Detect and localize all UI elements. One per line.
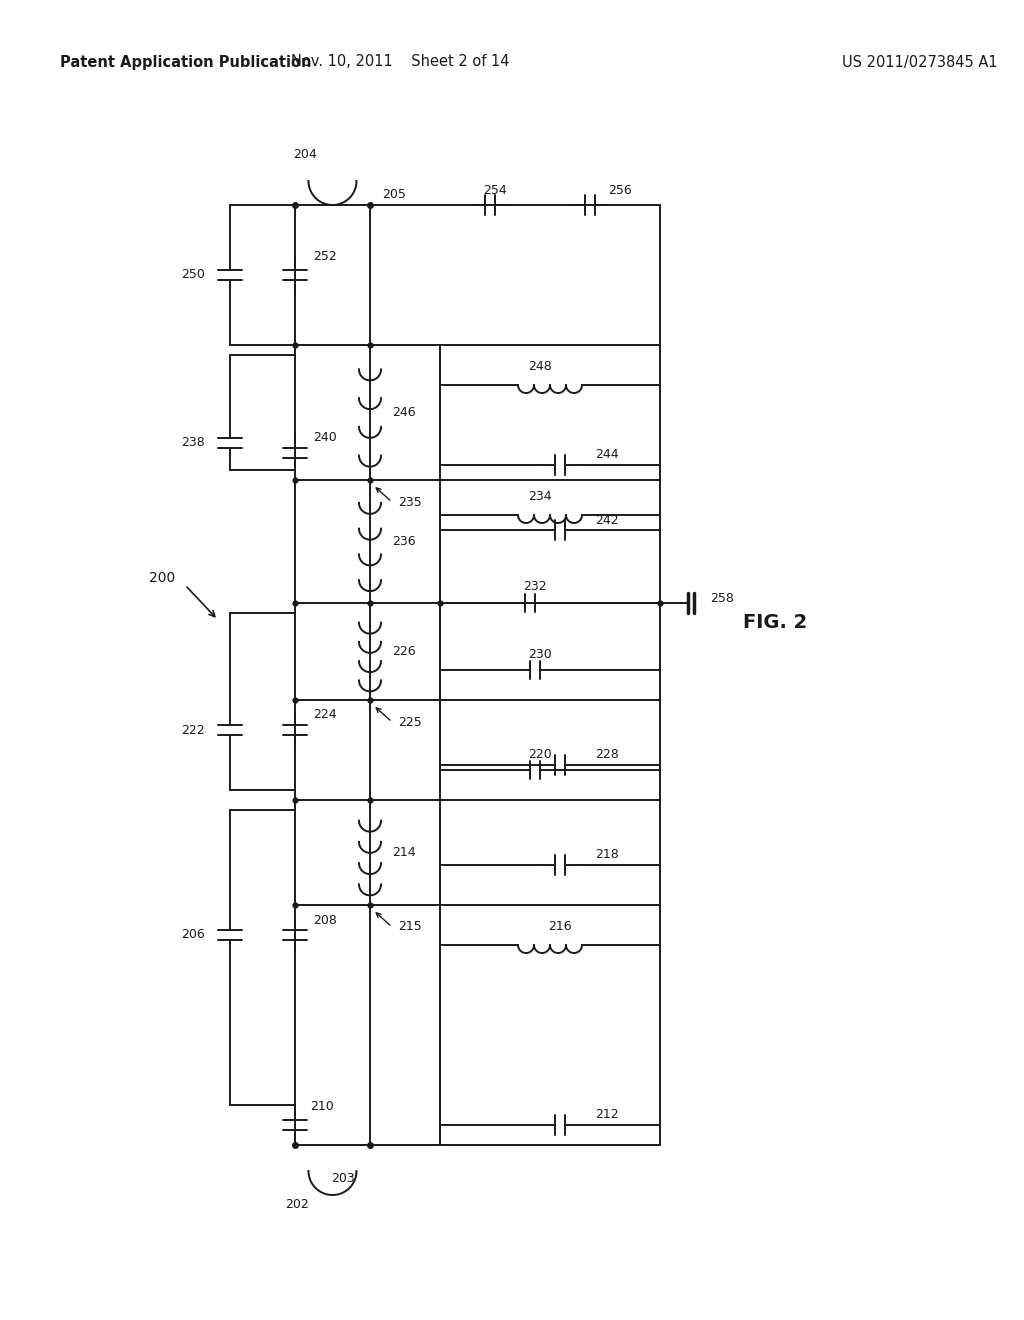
Text: 258: 258 [710, 591, 734, 605]
Text: 244: 244 [595, 449, 618, 462]
Text: 250: 250 [181, 268, 205, 281]
Text: 252: 252 [313, 251, 337, 264]
Text: 238: 238 [181, 436, 205, 449]
Text: 208: 208 [313, 913, 337, 927]
Text: 230: 230 [528, 648, 552, 660]
Text: US 2011/0273845 A1: US 2011/0273845 A1 [842, 54, 997, 70]
Text: Nov. 10, 2011    Sheet 2 of 14: Nov. 10, 2011 Sheet 2 of 14 [291, 54, 509, 70]
Text: 254: 254 [483, 185, 507, 198]
Text: 215: 215 [398, 920, 422, 933]
Text: 218: 218 [595, 849, 618, 862]
Text: 222: 222 [181, 723, 205, 737]
Text: 206: 206 [181, 928, 205, 941]
Text: 240: 240 [313, 432, 337, 444]
Text: 205: 205 [382, 189, 406, 202]
Text: 235: 235 [398, 495, 422, 508]
Text: 236: 236 [392, 535, 416, 548]
Text: 216: 216 [548, 920, 571, 933]
Text: 246: 246 [392, 407, 416, 418]
Text: 200: 200 [148, 572, 175, 585]
Text: 225: 225 [398, 715, 422, 729]
Text: 204: 204 [293, 149, 316, 161]
Text: 224: 224 [313, 709, 337, 722]
Text: 220: 220 [528, 747, 552, 760]
Text: Patent Application Publication: Patent Application Publication [60, 54, 311, 70]
Text: 248: 248 [528, 360, 552, 374]
Text: 256: 256 [608, 185, 632, 198]
Text: 226: 226 [392, 645, 416, 657]
Text: 214: 214 [392, 846, 416, 859]
Text: 203: 203 [331, 1172, 354, 1185]
Text: FIG. 2: FIG. 2 [743, 614, 807, 632]
Text: 232: 232 [523, 581, 547, 594]
Text: 202: 202 [286, 1197, 309, 1210]
Text: 228: 228 [595, 748, 618, 762]
Text: 234: 234 [528, 491, 552, 503]
Text: 242: 242 [595, 513, 618, 527]
Text: 212: 212 [595, 1109, 618, 1122]
Text: 210: 210 [310, 1101, 334, 1114]
